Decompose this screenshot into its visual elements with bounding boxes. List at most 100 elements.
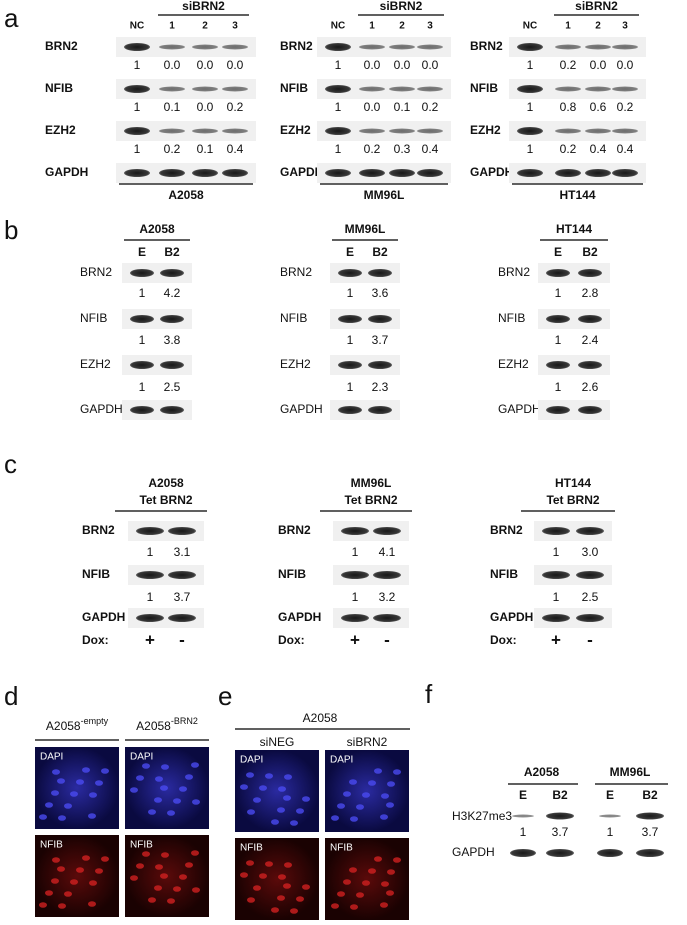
band — [542, 527, 570, 535]
row-label: EZH2 — [80, 357, 111, 371]
band — [546, 315, 570, 323]
band — [578, 269, 602, 277]
quant-value: 0.0 — [164, 58, 181, 72]
band — [389, 169, 415, 177]
lane-label: 1 — [565, 21, 571, 32]
blot-strip — [534, 608, 612, 628]
nucleus — [45, 802, 53, 808]
lane-label: NC — [130, 21, 144, 32]
band — [546, 849, 574, 857]
quant-value: 0.2 — [164, 142, 181, 156]
band — [389, 86, 415, 92]
quant-value: 3.7 — [642, 825, 659, 839]
band — [389, 44, 415, 50]
nucleus — [387, 869, 395, 875]
band — [368, 315, 392, 323]
band — [192, 86, 218, 92]
band — [576, 571, 604, 579]
band — [222, 169, 248, 177]
quant-value: 3.8 — [164, 333, 181, 347]
quant-value: 0.2 — [422, 100, 439, 114]
band — [124, 127, 150, 135]
nucleus — [240, 872, 248, 878]
band — [585, 169, 611, 177]
quant-value: 1 — [527, 100, 534, 114]
lane-label: B2 — [552, 788, 568, 802]
lane-label: E — [346, 245, 354, 259]
quant-value: 0.1 — [394, 100, 411, 114]
quant-value: 4.2 — [164, 286, 181, 300]
quant-value: 0.0 — [394, 58, 411, 72]
nucleus — [142, 851, 150, 857]
nucleus — [161, 852, 169, 858]
band — [368, 269, 392, 277]
lane-label: 2 — [595, 21, 601, 32]
cell-line: A2058 — [168, 188, 204, 202]
nucleus — [154, 797, 162, 803]
quant-value: 3.0 — [582, 545, 599, 559]
panel-label: c — [4, 449, 17, 479]
quant-value: 0.0 — [590, 58, 607, 72]
quant-value: 1 — [139, 286, 146, 300]
band — [417, 44, 443, 50]
nucleus — [278, 786, 286, 792]
cell-line: MM96L — [610, 765, 651, 779]
nucleus — [259, 873, 267, 879]
blot-strip — [538, 263, 610, 283]
nucleus — [167, 898, 175, 904]
lane-title: Dox: — [490, 633, 517, 647]
quant-value: 0.4 — [617, 142, 634, 156]
lane-label: + — [350, 630, 360, 649]
band — [338, 269, 362, 277]
band — [341, 614, 369, 622]
nucleus — [191, 762, 199, 768]
band — [168, 571, 196, 579]
lane-label: B2 — [164, 245, 180, 259]
row-label: BRN2 — [490, 523, 523, 537]
quant-value: 0.1 — [197, 142, 214, 156]
quant-value: 0.2 — [617, 100, 634, 114]
band — [612, 128, 638, 134]
row-label: BRN2 — [470, 39, 503, 53]
lane-label: + — [551, 630, 561, 649]
cell-line: HT144 — [556, 222, 592, 236]
quant-value: 1 — [134, 100, 141, 114]
nucleus — [142, 763, 150, 769]
nucleus — [380, 814, 388, 820]
blot-strip — [330, 309, 400, 329]
band — [159, 169, 185, 177]
band — [325, 127, 351, 135]
quant-value: 1 — [352, 590, 359, 604]
lane-label: 2 — [202, 21, 208, 32]
lane-label: - — [587, 630, 593, 649]
nucleus — [70, 879, 78, 885]
lane-label: + — [145, 630, 155, 649]
lane-label: 1 — [369, 21, 375, 32]
band — [576, 527, 604, 535]
lane-label: 3 — [232, 21, 238, 32]
band — [325, 85, 351, 93]
blot-strip — [538, 309, 610, 329]
quant-value: 3.6 — [372, 286, 389, 300]
band — [612, 169, 638, 177]
nucleus — [331, 903, 339, 909]
nucleus — [284, 862, 292, 868]
band — [512, 814, 534, 818]
nucleus — [57, 866, 65, 872]
quant-value: 3.1 — [174, 545, 191, 559]
lane-title: Dox: — [278, 633, 305, 647]
band — [325, 43, 351, 51]
band — [546, 269, 570, 277]
nucleus — [265, 861, 273, 867]
cell-line: A2058 — [139, 222, 175, 236]
nucleus — [51, 790, 59, 796]
nucleus — [337, 803, 345, 809]
nucleus — [349, 779, 357, 785]
quant-value: 1 — [607, 825, 614, 839]
quant-value: 2.5 — [164, 380, 181, 394]
band — [136, 614, 164, 622]
row-label: H3K27me3 — [452, 809, 512, 823]
row-label: NFIB — [490, 567, 518, 581]
quant-value: 0.1 — [164, 100, 181, 114]
quant-value: 2.4 — [582, 333, 599, 347]
